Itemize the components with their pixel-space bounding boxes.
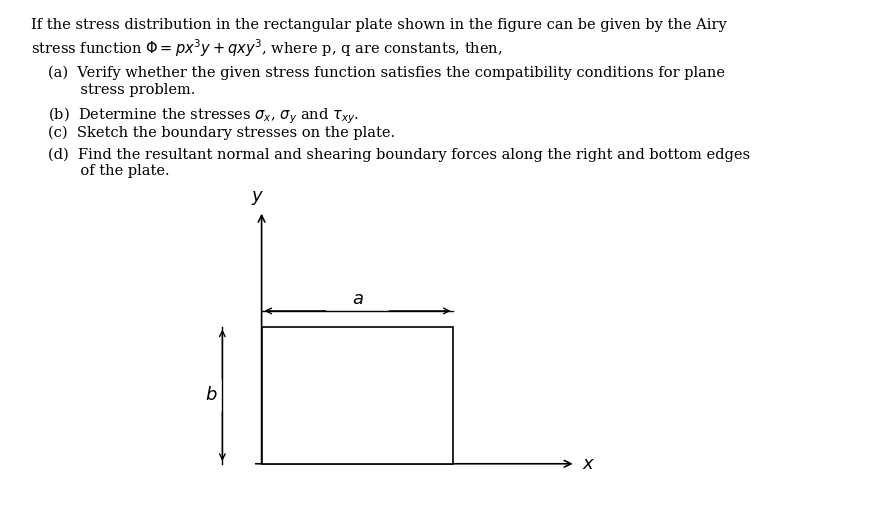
Text: $y$: $y$ [250, 189, 264, 207]
Text: (a)  Verify whether the given stress function satisfies the compatibility condit: (a) Verify whether the given stress func… [48, 66, 725, 80]
Text: $x$: $x$ [582, 455, 596, 473]
Text: $a$: $a$ [351, 290, 364, 308]
Text: $b$: $b$ [206, 386, 218, 404]
Bar [262, 327, 453, 464]
Text: If the stress distribution in the rectangular plate shown in the figure can be g: If the stress distribution in the rectan… [31, 18, 726, 33]
Text: of the plate.: of the plate. [48, 164, 169, 179]
Text: stress problem.: stress problem. [48, 83, 195, 97]
Text: (d)  Find the resultant normal and shearing boundary forces along the right and : (d) Find the resultant normal and sheari… [48, 148, 750, 162]
Text: (b)  Determine the stresses $\sigma_x$, $\sigma_y$ and $\tau_{xy}$.: (b) Determine the stresses $\sigma_x$, $… [48, 105, 359, 126]
Text: (c)  Sketch the boundary stresses on the plate.: (c) Sketch the boundary stresses on the … [48, 125, 395, 140]
Text: stress function $\Phi = px^3y + qxy^3$, where p, q are constants, then,: stress function $\Phi = px^3y + qxy^3$, … [31, 37, 502, 58]
